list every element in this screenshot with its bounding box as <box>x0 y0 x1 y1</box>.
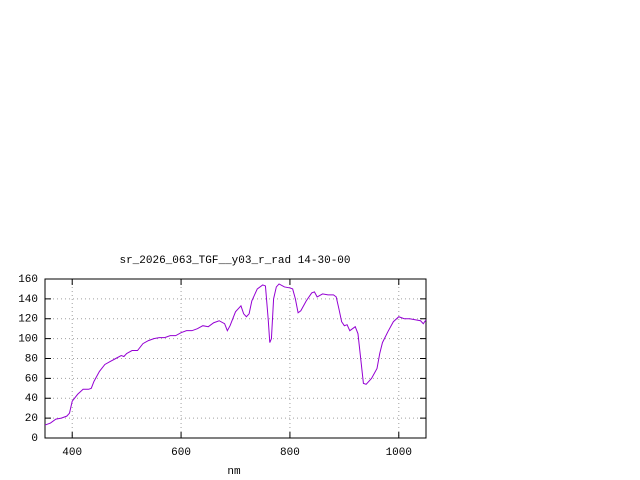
y-tick-label: 100 <box>18 334 38 346</box>
y-tick-label: 80 <box>25 353 38 365</box>
x-tick-label: 1000 <box>386 447 412 459</box>
y-tick-label: 20 <box>25 413 38 425</box>
y-tick-label: 140 <box>18 294 38 306</box>
plot-border <box>44 278 427 439</box>
y-tick-label: 60 <box>25 373 38 385</box>
y-tick-label: 160 <box>18 274 38 286</box>
y-tick-label: 0 <box>31 433 38 445</box>
chart-title: sr_2026_063_TGF__y03_r_rad 14-30-00 <box>119 255 350 267</box>
x-tick-label: 400 <box>62 447 82 459</box>
y-tick-label: 40 <box>25 393 38 405</box>
x-axis-label: nm <box>227 466 241 478</box>
y-tick-label: 120 <box>18 314 38 326</box>
x-tick-label: 800 <box>280 447 300 459</box>
x-tick-label: 600 <box>171 447 191 459</box>
data-line <box>44 283 427 426</box>
